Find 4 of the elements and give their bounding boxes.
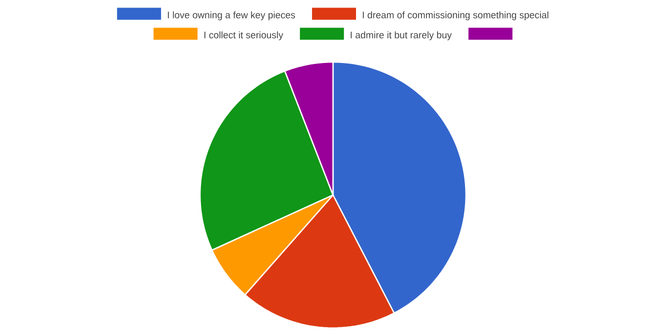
legend-label: I love owning a few key pieces: [168, 11, 296, 20]
legend-label: I dream of commissioning something special: [362, 11, 548, 20]
legend-label: I collect it seriously: [204, 31, 284, 40]
legend-label: I admire it but rarely buy: [350, 31, 452, 40]
